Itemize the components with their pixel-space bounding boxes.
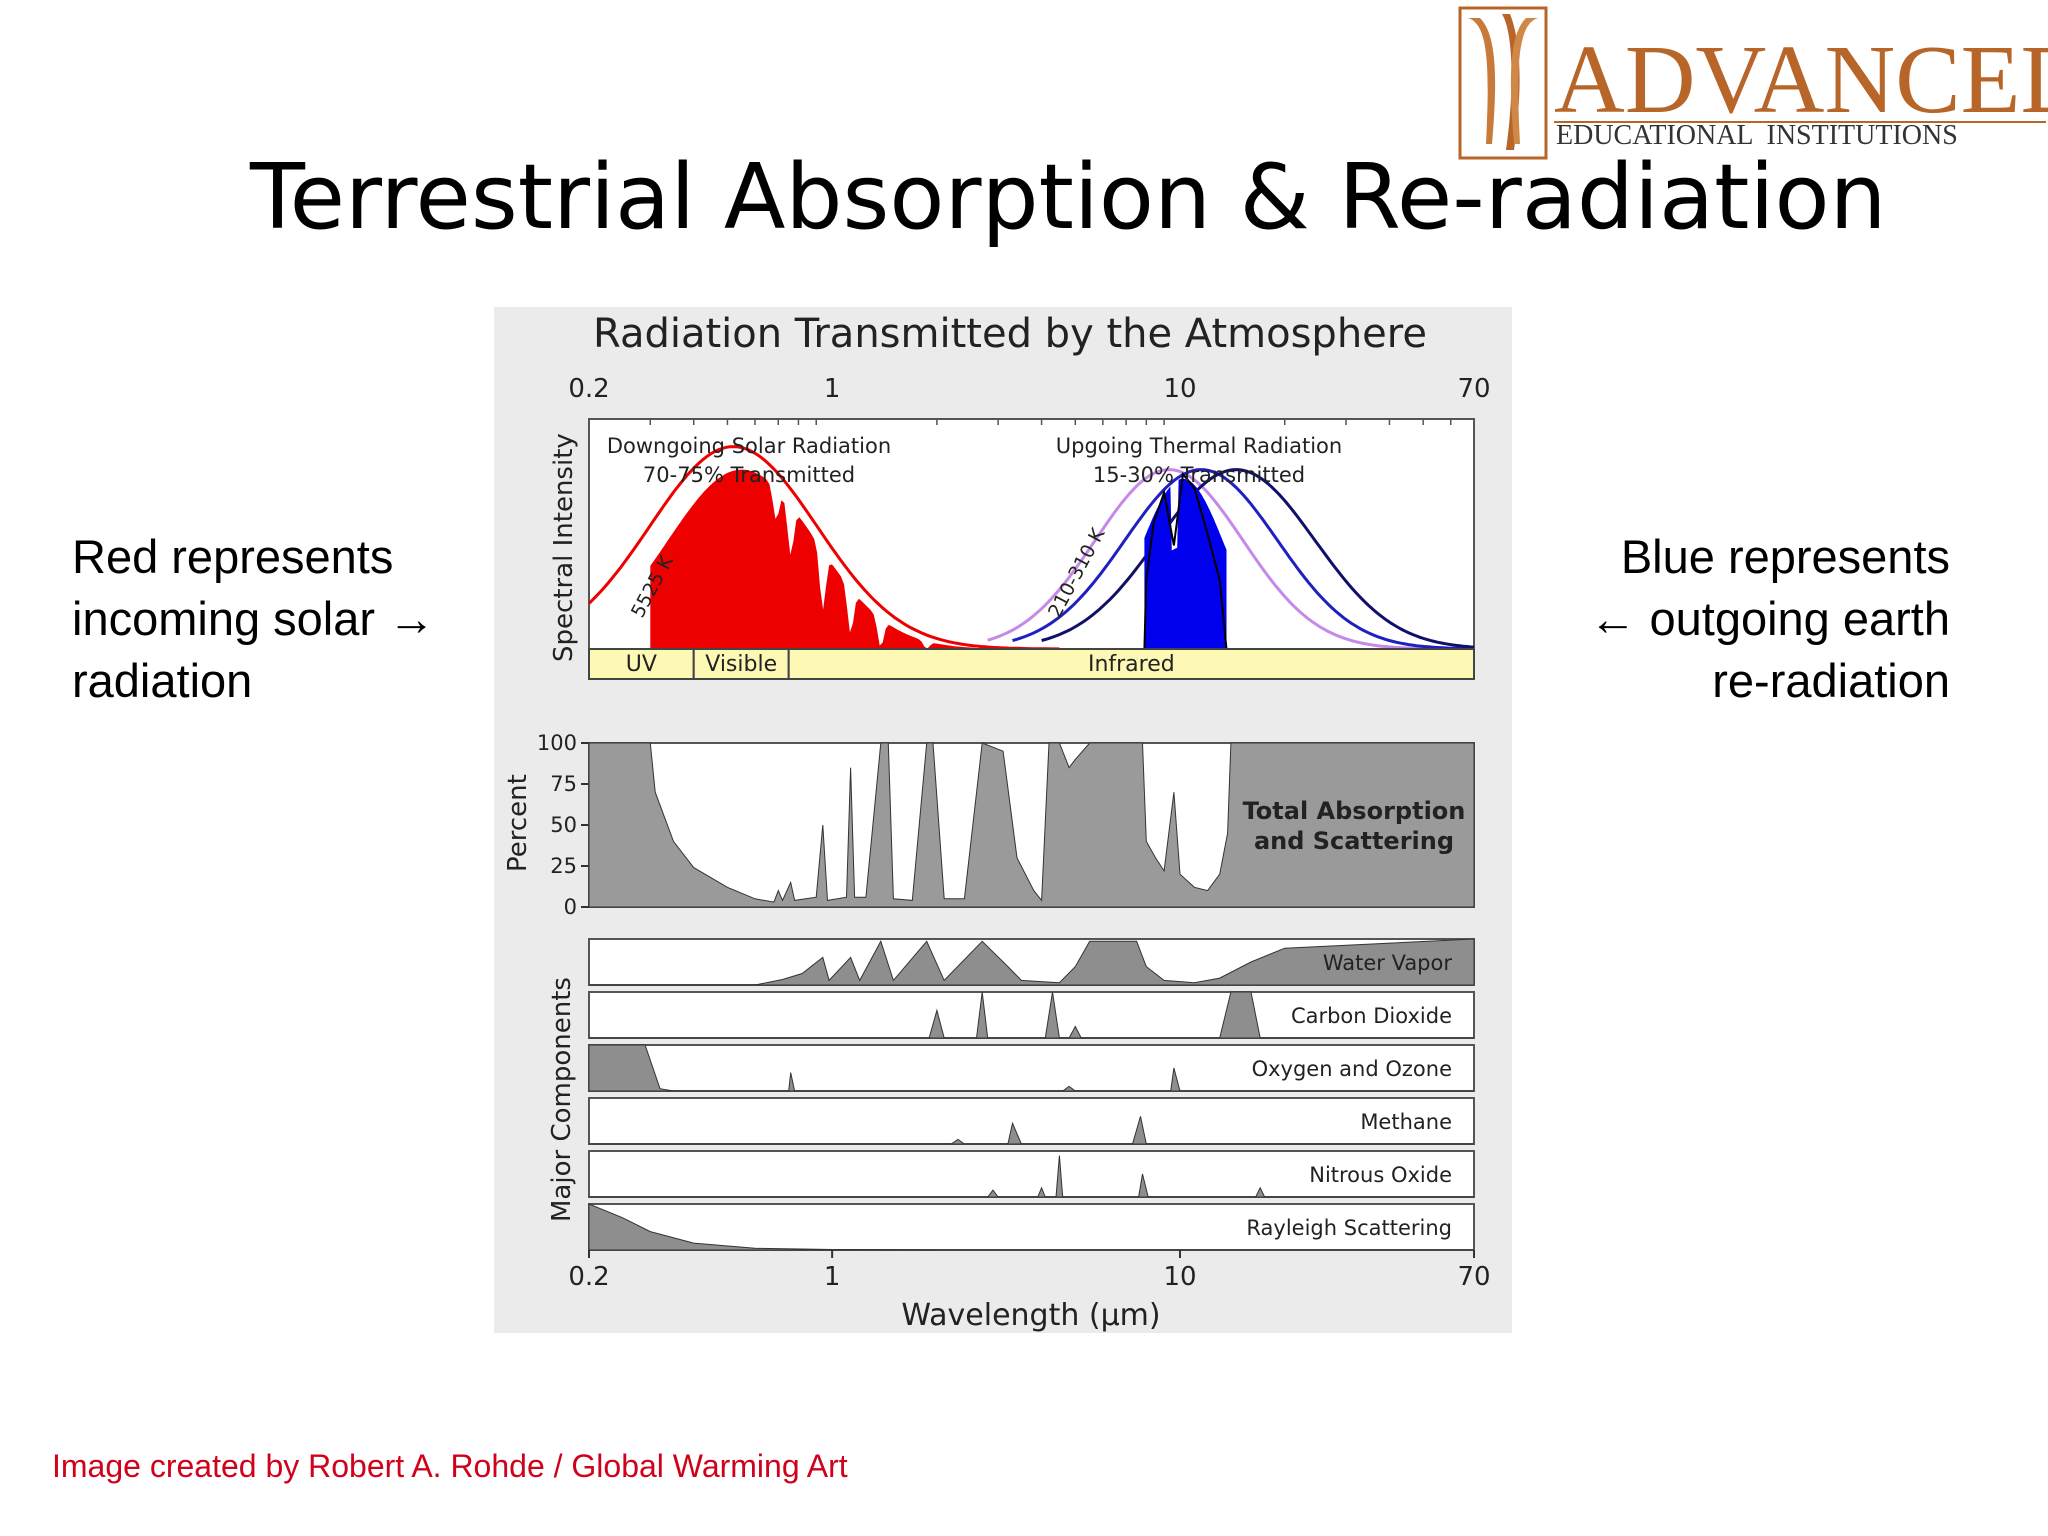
x-tick-label-top: 70 [1457,374,1490,404]
y-tick-label: 50 [550,813,577,837]
component-area-nitrous-oxide [589,1155,1474,1198]
logo-emblem-icon [1458,6,1548,160]
total-absorption-area [588,742,1475,908]
band-visible [692,648,790,680]
x-tick-label-bottom: 1 [824,1262,841,1292]
x-tick-label-top: 1 [824,374,841,404]
component-area-oxygen-and-ozone [588,1044,1474,1092]
solar-annotation-line1: Downgoing Solar Radiation [607,434,891,458]
chart-svg: Radiation Transmitted by the Atmosphere … [494,307,1512,1333]
component-label: Water Vapor [1323,951,1453,975]
component-panel-frame [588,1097,1475,1145]
logo-tagline: EDUCATIONAL INSTITUTIONS [1556,120,1958,151]
absorption-label-line2: and Scattering [1254,827,1454,855]
chart-title: Radiation Transmitted by the Atmosphere [593,311,1427,357]
component-label: Rayleigh Scattering [1246,1216,1452,1240]
component-area-carbon-dioxide [589,991,1474,1039]
thermal-annotation-line2: 15-30% Transmitted [1093,463,1305,487]
component-label: Methane [1360,1110,1452,1134]
band-label: Infrared [1088,652,1175,677]
component-panel-frame [588,1044,1475,1092]
x-tick-label-bottom: 70 [1457,1262,1490,1292]
absorption-label-line1: Total Absorption [1243,797,1466,825]
solar-transmitted-area [650,469,1008,649]
component-area-rayleigh-scattering [588,1203,1474,1251]
logo-wordmark: ADVANCED [1554,26,2048,134]
component-label: Carbon Dioxide [1291,1004,1452,1028]
thermal-curve-310k [987,468,1474,651]
component-area-methane [589,1116,1474,1145]
band-infrared [787,648,1475,680]
x-axis-label: Wavelength (µm) [901,1298,1160,1333]
thermal-transmitted-area [1144,478,1227,649]
component-label: Oxygen and Ozone [1252,1057,1452,1081]
y-tick-label: 25 [550,854,577,878]
y-tick-label: 100 [537,731,577,755]
left-note-solar: Red represents incoming solar → radiatio… [72,530,436,707]
y-tick-label: 75 [550,772,577,796]
component-panel-frame [588,991,1475,1039]
advanced-logo: ADVANCED EDUCATIONAL INSTITUTIONS [1458,4,2048,162]
slide-title: Terrestrial Absorption & Re-radiation [250,145,1887,250]
component-label: Nitrous Oxide [1309,1163,1452,1187]
thermal-curve-210k [1041,468,1475,649]
x-tick-label-bottom: 0.2 [568,1262,609,1292]
x-tick-label-top: 0.2 [568,374,609,404]
components-y-axis-label: Major Components [547,977,577,1222]
spectral-y-axis-label: Spectral Intensity [549,433,579,662]
component-panel-frame [588,1150,1475,1198]
atmosphere-transmission-figure: Radiation Transmitted by the Atmosphere … [494,307,1512,1333]
absorption-y-axis-label: Percent [503,774,533,872]
solar-blackbody-curve [587,445,1060,651]
thermal-curve-260k [1012,468,1475,651]
component-area-water-vapor [589,938,1475,986]
image-credit: Image created by Robert A. Rohde / Globa… [52,1448,848,1484]
thermal-transmitted-outline [1143,471,1228,650]
thermal-annotation-line1: Upgoing Thermal Radiation [1056,434,1342,458]
x-tick-label-bottom: 10 [1163,1262,1196,1292]
x-tick-label-top: 10 [1163,374,1196,404]
band-label: UV [626,652,657,677]
y-tick-label: 0 [564,895,577,919]
solar-annotation-line2: 70-75% Transmitted [643,463,855,487]
band-label: Visible [705,652,777,677]
right-note-thermal: Blue represents ← outgoing earth re-radi… [1589,530,1950,707]
